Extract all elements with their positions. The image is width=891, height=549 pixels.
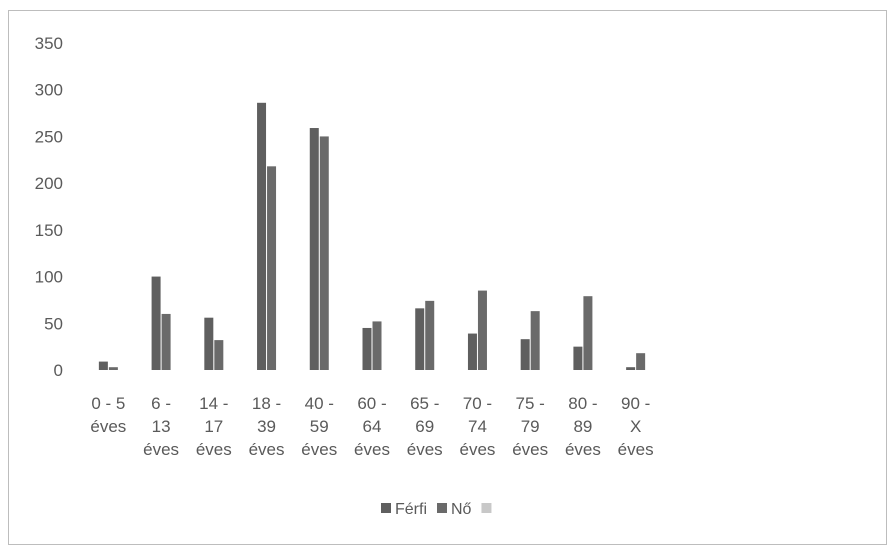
x-category-label: 75 -79 éves <box>512 394 548 459</box>
x-category-label: 80 -89 éves <box>565 394 601 459</box>
bar-no <box>583 296 593 370</box>
y-tick-label: 100 <box>35 268 63 287</box>
x-category-label: 18 -39 éves <box>249 394 285 459</box>
bar-no <box>477 290 487 370</box>
x-category-label: 14 -17 éves <box>196 394 232 459</box>
bar-no <box>372 321 382 370</box>
bar-no <box>425 300 435 370</box>
bars <box>98 102 646 371</box>
bar-no <box>267 166 277 370</box>
bar-ferfi <box>98 361 108 370</box>
y-tick-label: 350 <box>35 34 63 53</box>
bar-ferfi <box>573 346 583 370</box>
bar-ferfi <box>362 327 372 370</box>
bar-ferfi <box>257 102 267 371</box>
x-category-label: 6 -13 éves <box>143 394 179 459</box>
bar-ferfi <box>467 333 477 370</box>
bar-ferfi <box>415 308 425 370</box>
x-category-label: 90 -X éves <box>618 394 654 459</box>
legend-label: Nő <box>451 501 472 518</box>
x-category-label: 65 -69 éves <box>407 394 443 459</box>
legend-swatch <box>481 503 492 513</box>
bar-ferfi <box>151 276 161 370</box>
legend: Férfi Nő <box>381 501 492 518</box>
bar-ferfi <box>309 128 319 370</box>
bar-no <box>161 313 171 370</box>
y-tick-label: 200 <box>35 174 63 193</box>
legend-swatch <box>437 503 447 513</box>
y-tick-label: 150 <box>35 221 63 240</box>
legend-label: Férfi <box>395 501 427 518</box>
y-axis: 0 50 100 150 200 250 300 350 <box>35 34 63 380</box>
y-tick-label: 250 <box>35 127 63 146</box>
bar-no <box>214 340 224 370</box>
x-category-label: 70 -74 éves <box>459 394 495 459</box>
legend-swatch <box>381 503 391 513</box>
x-axis: 0 - 5 éves 6 -13 éves 14 -17 éves 18 -39 éves 40… <box>90 394 653 459</box>
x-category-label: 40 -59 éves <box>301 394 337 459</box>
bar-no <box>319 136 329 370</box>
bar-ferfi <box>520 339 530 370</box>
bar-no <box>530 311 540 370</box>
bar-ferfi <box>626 367 636 370</box>
bar-ferfi <box>204 317 214 370</box>
y-tick-label: 0 <box>54 361 63 380</box>
y-tick-label: 50 <box>44 314 63 333</box>
x-category-label: 60 -64 éves <box>354 394 390 459</box>
y-tick-label: 300 <box>35 81 63 100</box>
x-category-label: 0 - 5 éves <box>90 394 126 436</box>
bar-no <box>636 353 646 370</box>
bar-no <box>108 367 118 370</box>
